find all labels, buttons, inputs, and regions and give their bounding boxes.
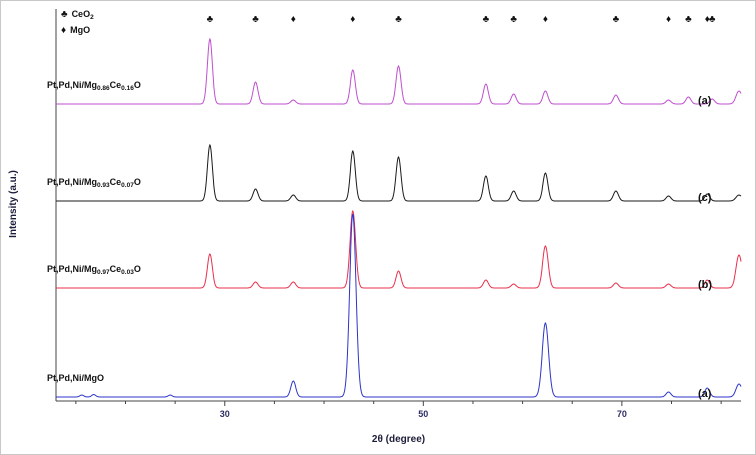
series-label-text: O — [133, 264, 141, 274]
x-tick-label: 50 — [418, 409, 428, 419]
y-axis-title: Intensity (a.u.) — [8, 170, 19, 238]
series-label-text: Pt,Pd,Ni/Mg — [47, 80, 97, 90]
club-marker-icon: ♣ — [252, 14, 259, 25]
series-label-a-top: Pt,Pd,Ni/Mg0.86Ce0.16O — [47, 80, 141, 92]
legend: ♣ CeO2 ♦ MgO — [61, 8, 94, 37]
series-label-subscript: 0.03 — [121, 269, 134, 276]
diamond-marker-icon: ♦ — [705, 14, 710, 25]
trace-a-bottom — [56, 213, 742, 398]
club-marker-icon: ♣ — [613, 14, 620, 25]
x-tick-label: 30 — [220, 409, 230, 419]
series-label-subscript: 0.16 — [121, 85, 134, 92]
trace-c — [56, 143, 742, 202]
x-axis-title: 2θ (degree) — [371, 434, 426, 445]
diamond-marker-icon: ♦ — [350, 14, 355, 25]
trace-tag-a-top: (a) — [698, 95, 712, 107]
club-marker-icon: ♣ — [510, 14, 517, 25]
series-label-text: Ce — [109, 80, 122, 90]
series-label-text: Pt,Pd,Ni/Mg — [47, 177, 97, 187]
series-label-a-bottom: Pt,Pd,Ni/MgO — [47, 373, 104, 383]
series-label-c: Pt,Pd,Ni/Mg0.93Ce0.07O — [47, 177, 141, 189]
series-label-text: O — [133, 177, 141, 187]
series-label-subscript: 0.07 — [121, 182, 134, 189]
x-tick-label: 70 — [617, 409, 627, 419]
diamond-marker-icon: ♦ — [291, 14, 296, 25]
diamond-icon: ♦ — [61, 25, 67, 36]
series-label-text: Pt,Pd,Ni/MgO — [47, 373, 104, 383]
club-marker-icon: ♣ — [483, 14, 490, 25]
trace-a-top — [56, 37, 742, 105]
series-label-subscript: 0.86 — [97, 85, 110, 92]
club-icon: ♣ — [61, 9, 68, 20]
diamond-marker-icon: ♦ — [666, 14, 671, 25]
series-label-text: O — [133, 80, 141, 90]
legend-item-mgo: ♦ MgO — [61, 24, 94, 37]
legend-label-ceo2: CeO — [71, 9, 91, 19]
club-marker-icon: ♣ — [709, 14, 716, 25]
diamond-marker-icon: ♦ — [543, 14, 548, 25]
series-label-text: Ce — [109, 264, 122, 274]
series-label-text: Pt,Pd,Ni/Mg — [47, 264, 97, 274]
series-label-text: Ce — [109, 177, 122, 187]
club-marker-icon: ♣ — [207, 14, 214, 25]
series-label-subscript: 0.93 — [97, 182, 110, 189]
trace-tag-b: (b) — [698, 279, 713, 291]
trace-tag-a-bottom: (a) — [698, 388, 712, 400]
series-label-subscript: 0.97 — [97, 269, 110, 276]
trace-b — [56, 209, 742, 289]
series-label-b: Pt,Pd,Ni/Mg0.97Ce0.03O — [47, 264, 141, 276]
trace-tag-c: (c) — [698, 192, 712, 204]
legend-label-ceo2-sub: 2 — [90, 14, 94, 21]
legend-label-mgo: MgO — [70, 25, 91, 35]
legend-item-ceo2: ♣ CeO2 — [61, 8, 94, 24]
club-marker-icon: ♣ — [685, 14, 692, 25]
club-marker-icon: ♣ — [395, 14, 402, 25]
